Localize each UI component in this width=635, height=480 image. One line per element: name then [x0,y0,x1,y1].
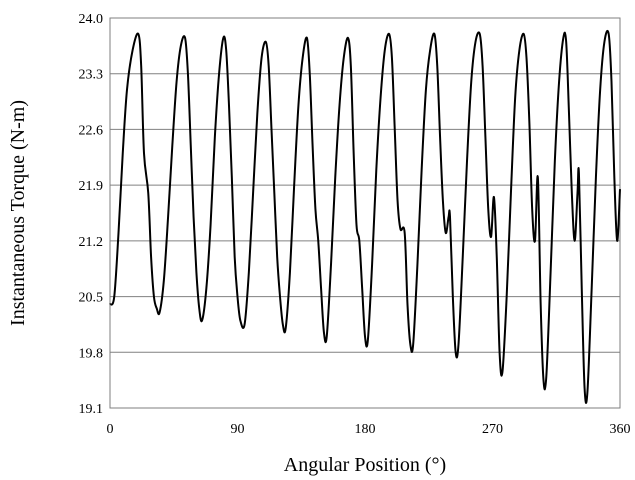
torque-series-line [109,30,621,404]
y-tick-label: 21.9 [79,179,104,194]
x-tick-labels: 0 90 180 270 360 [107,422,631,437]
gridlines [110,17,620,409]
y-tick-label: 22.6 [79,123,104,138]
x-axis-title: Angular Position (°) [284,454,446,476]
x-tick-label: 270 [482,422,503,437]
y-axis-title: Instantaneous Torque (N-m) [7,100,29,326]
x-tick-label: 90 [231,422,245,437]
plot-frame [109,17,621,409]
y-tick-label: 24.0 [79,12,104,27]
y-tick-label: 19.8 [79,346,104,361]
x-tick-label: 360 [610,422,631,437]
series-layer [109,30,621,404]
x-tick-label: 0 [107,422,114,437]
x-tick-label: 180 [355,422,376,437]
y-tick-label: 23.3 [79,68,104,83]
y-tick-label: 20.5 [79,291,104,306]
y-tick-labels: 19.1 19.8 20.5 21.2 21.9 22.6 23.3 24.0 [79,12,104,417]
y-tick-label: 19.1 [79,402,104,417]
y-tick-label: 21.2 [79,235,104,250]
